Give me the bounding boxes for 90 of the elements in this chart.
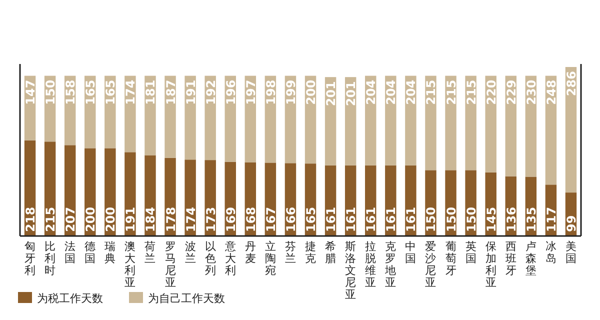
data-label: 165 (304, 206, 318, 232)
data-label: 220 (484, 80, 498, 105)
bar (445, 76, 456, 170)
data-label: 286 (564, 71, 578, 96)
data-label: 191 (184, 80, 198, 105)
data-label: 248 (544, 80, 558, 105)
data-label: 150 (464, 206, 478, 232)
data-label: 167 (264, 206, 278, 232)
data-label: 207 (64, 206, 78, 232)
x-tick-label: 丹麦 (244, 240, 256, 265)
data-label: 229 (504, 80, 518, 105)
data-label: 192 (204, 80, 218, 105)
data-label: 200 (304, 80, 318, 105)
x-tick-label: 卢森堡 (525, 240, 536, 277)
x-tick-label: 西班牙 (505, 240, 516, 277)
x-tick-label: 英国 (465, 240, 476, 265)
data-label: 204 (384, 80, 398, 105)
x-tick-label: 荷兰 (144, 240, 156, 265)
data-label: 230 (524, 80, 538, 105)
data-label: 198 (264, 80, 278, 105)
data-label: 200 (104, 206, 118, 232)
data-label: 117 (544, 206, 558, 232)
bar (485, 76, 496, 172)
data-label: 184 (144, 206, 158, 232)
x-tick-label: 意大利 (224, 240, 236, 277)
data-label: 147 (24, 80, 38, 105)
x-tick-label: 克罗地亚 (384, 240, 396, 289)
data-label: 161 (344, 206, 358, 232)
x-tick-label: 爱沙尼亚 (425, 240, 436, 289)
x-tick-label: 冰岛 (545, 240, 556, 265)
legend-label: 为税工作天数 (37, 292, 103, 305)
data-label: 191 (124, 206, 138, 232)
x-tick-label: 希腊 (325, 240, 336, 265)
x-tick-label: 匈牙利 (24, 240, 36, 277)
data-label: 199 (284, 80, 298, 105)
x-tick-label: 拉脱维亚 (365, 240, 376, 289)
data-label: 158 (64, 80, 78, 105)
data-label: 197 (244, 80, 258, 105)
data-label: 204 (404, 80, 418, 105)
data-label: 201 (344, 81, 358, 106)
data-label: 174 (124, 80, 138, 105)
data-label: 215 (444, 80, 458, 105)
x-tick-label: 美国 (565, 240, 576, 265)
data-label: 136 (504, 206, 518, 232)
data-label: 150 (424, 206, 438, 232)
data-label: 174 (184, 206, 198, 232)
x-tick-label: 保加利亚 (485, 240, 496, 289)
x-tick-label: 法国 (64, 240, 76, 265)
data-label: 161 (404, 206, 418, 232)
data-label: 165 (104, 80, 118, 105)
data-label: 178 (164, 206, 178, 232)
x-tick-label: 波兰 (184, 240, 196, 265)
x-tick-label: 以色列 (204, 240, 216, 277)
data-label: 135 (524, 206, 538, 232)
data-label: 161 (384, 206, 398, 232)
data-label: 165 (84, 80, 98, 105)
data-label: 150 (444, 206, 458, 232)
x-tick-label: 立陶宛 (264, 240, 276, 277)
data-label: 200 (84, 206, 98, 232)
data-label: 145 (484, 206, 498, 232)
data-label: 215 (44, 206, 58, 232)
data-label: 181 (144, 80, 158, 105)
data-label: 168 (244, 206, 258, 232)
x-tick-label: 澳大利亚 (124, 240, 136, 289)
x-tick-label: 中国 (405, 240, 416, 265)
data-label: 204 (364, 80, 378, 105)
x-tick-label: 捷克 (305, 240, 316, 265)
x-tick-label: 罗马尼亚 (164, 240, 176, 289)
bar (425, 76, 436, 170)
data-label: 150 (44, 80, 58, 105)
data-label: 99 (564, 215, 578, 232)
data-label: 218 (24, 206, 38, 232)
data-label: 169 (224, 206, 238, 232)
data-label: 166 (284, 206, 298, 232)
x-tick-label: 葡萄牙 (445, 240, 456, 277)
data-label: 161 (364, 206, 378, 232)
bar (465, 76, 476, 170)
data-label: 215 (424, 80, 438, 105)
data-label: 173 (204, 206, 218, 232)
data-label: 187 (164, 80, 178, 105)
x-tick-label: 瑞典 (104, 240, 116, 265)
data-label: 201 (324, 81, 338, 106)
data-label: 161 (324, 206, 338, 232)
x-tick-label: 斯洛文尼亚 (345, 240, 356, 301)
x-tick-label: 德国 (84, 240, 96, 265)
x-tick-label: 芬兰 (284, 240, 296, 265)
data-label: 215 (464, 80, 478, 105)
x-tick-label: 比利时 (44, 240, 56, 277)
legend-label: 为自己工作天数 (148, 292, 225, 305)
data-label: 196 (224, 80, 238, 105)
